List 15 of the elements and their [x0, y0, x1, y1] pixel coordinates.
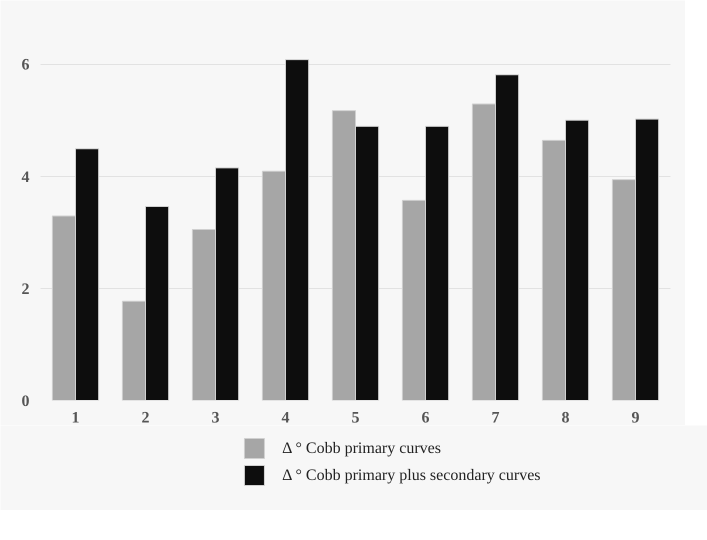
x-tick-label: 1	[72, 410, 80, 426]
x-tick-label: 2	[142, 410, 150, 426]
x-tick-label: 6	[422, 410, 430, 426]
x-tick-label: 4	[282, 410, 290, 426]
legend-label: Δ ° Cobb primary plus secondary curves	[282, 467, 541, 484]
y-tick-label: 2	[22, 280, 30, 298]
y-tick-label: 4	[22, 168, 30, 186]
x-tick-label: 5	[352, 410, 360, 426]
y-tick-label: 0	[22, 393, 30, 410]
x-tick-label: 8	[562, 410, 570, 426]
x-tick-label: 7	[492, 410, 500, 426]
x-tick-label: 3	[212, 410, 220, 426]
x-tick-label: 9	[632, 410, 640, 426]
y-tick-label: 6	[22, 56, 30, 74]
legend-label: Δ ° Cobb primary curves	[282, 440, 442, 457]
